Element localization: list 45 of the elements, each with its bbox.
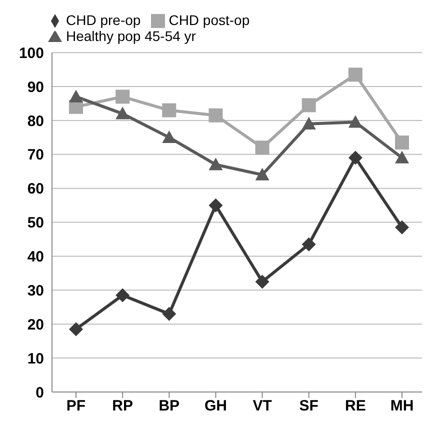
x-tick-label: SF — [299, 398, 318, 415]
y-tick-label: 50 — [27, 214, 44, 232]
y-tick-label: 80 — [27, 112, 44, 130]
point — [162, 306, 176, 321]
y-tick-label: 100 — [18, 44, 44, 62]
point — [255, 140, 270, 155]
point — [395, 220, 409, 234]
point — [208, 198, 223, 212]
point — [302, 237, 316, 252]
point — [255, 274, 270, 289]
x-tick-label: PF — [66, 398, 86, 415]
y-tick-label: 70 — [27, 146, 44, 164]
point — [255, 168, 270, 180]
point — [348, 150, 362, 165]
x-tick-label: BP — [158, 398, 180, 415]
legend-label: CHD post-op — [168, 12, 250, 28]
legend-label: CHD pre-op — [66, 12, 141, 28]
y-tick-label: 0 — [36, 384, 44, 402]
point — [162, 103, 176, 118]
y-tick-label: 60 — [27, 180, 44, 198]
point — [395, 150, 409, 164]
point — [116, 90, 130, 104]
point — [302, 98, 316, 112]
point — [116, 288, 130, 302]
point — [348, 68, 362, 82]
point — [302, 116, 316, 130]
x-tick-label: VT — [252, 398, 272, 415]
point — [348, 115, 362, 128]
x-tick-label: RP — [112, 398, 133, 415]
point — [116, 106, 130, 120]
x-tick-label: MH — [390, 398, 414, 415]
y-tick-label: 20 — [27, 316, 44, 334]
legend-label: Healthy pop 45-54 yr — [66, 28, 196, 44]
y-tick-label: 30 — [27, 282, 44, 300]
y-tick-label: 40 — [27, 248, 44, 266]
y-tick-label: 90 — [27, 78, 44, 96]
point — [69, 322, 83, 336]
point — [208, 108, 223, 122]
x-tick-label: RE — [345, 398, 366, 415]
x-tick-label: GH — [204, 398, 227, 415]
point — [162, 130, 176, 144]
point — [395, 136, 409, 150]
point — [208, 158, 223, 170]
point — [69, 90, 83, 102]
y-tick-label: 10 — [27, 350, 44, 368]
